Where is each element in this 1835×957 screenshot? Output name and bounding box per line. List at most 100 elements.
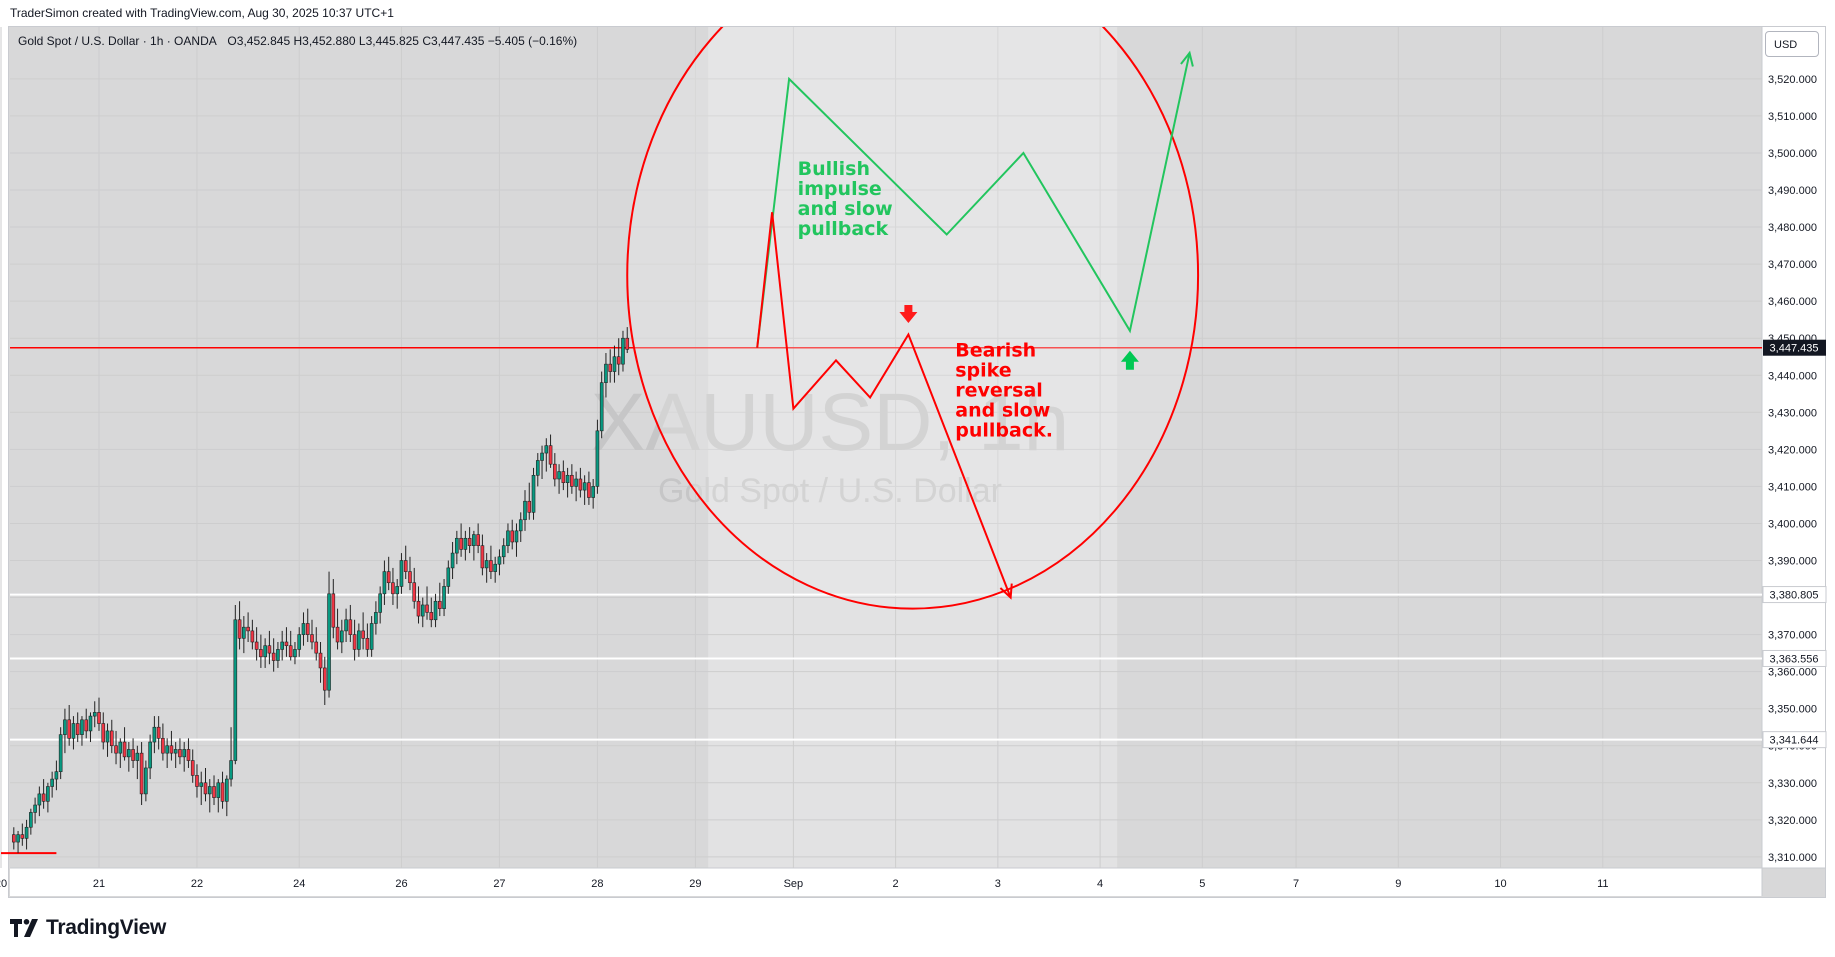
bearish-scenario-path[interactable] <box>756 212 1012 598</box>
candle-body <box>178 749 182 758</box>
candle-body <box>203 782 208 795</box>
symbol-name[interactable]: Gold Spot / U.S. Dollar · 1h · OANDA <box>18 34 217 48</box>
candle-body <box>374 612 378 624</box>
bearish-label-line: and slow <box>955 400 1050 422</box>
x-tick-label: 27 <box>493 878 505 890</box>
x-tick-label: 28 <box>591 878 603 890</box>
candle-body <box>582 482 587 491</box>
support-2-badge-label: 3,363.556 <box>1770 653 1819 665</box>
high-label: H <box>293 34 303 48</box>
candle-body <box>523 500 527 521</box>
candle-body <box>506 530 510 546</box>
candle-body <box>612 356 617 372</box>
candle-body <box>399 560 404 587</box>
price-levels <box>1 346 1762 855</box>
candle-body <box>527 500 532 513</box>
bullish-scenario-path[interactable] <box>756 52 1191 348</box>
candle-body <box>169 745 174 754</box>
y-tick-label: 3,400.000 <box>1768 518 1817 530</box>
chart-credit: TraderSimon created with TradingView.com… <box>10 6 394 20</box>
bullish-arrow-icon[interactable] <box>1120 350 1139 370</box>
axes: 3,310.0003,320.0003,330.0003,340.0003,35… <box>0 74 1827 890</box>
x-tick-label: 20 <box>0 878 7 890</box>
candle-body <box>114 745 118 754</box>
highlight-circle[interactable] <box>626 0 1199 610</box>
x-tick-label: 4 <box>1097 878 1103 890</box>
candle-body <box>625 337 630 350</box>
candle-body <box>67 719 71 739</box>
y-tick-label: 3,420.000 <box>1768 444 1817 456</box>
bullish-label[interactable]: Bullish impulse and slow pullback <box>798 158 893 240</box>
bearish-arrow-icon[interactable] <box>899 304 918 323</box>
candle-body <box>518 519 523 532</box>
candle-body <box>386 571 391 584</box>
candle-body <box>455 537 459 554</box>
candle-body <box>352 634 357 650</box>
candle-body <box>71 723 76 739</box>
high-value: 3,452.880 <box>302 34 356 48</box>
candle-body <box>58 734 63 772</box>
low-label: L <box>358 34 366 48</box>
candle-body <box>544 445 549 454</box>
candle-body <box>604 363 608 383</box>
drawings: Bullish impulse and slow pullback Bearish spi… <box>626 0 1199 610</box>
candle-body <box>12 834 16 843</box>
candle-body <box>131 749 135 761</box>
bullish-label-line: pullback <box>798 218 889 240</box>
candle-body <box>37 793 42 806</box>
candle-body <box>391 582 395 595</box>
currency-button[interactable]: USD <box>1765 31 1819 57</box>
y-tick-label: 3,490.000 <box>1768 185 1817 197</box>
price-axis-area[interactable] <box>1762 27 1825 868</box>
candle-body <box>84 719 89 732</box>
candle-body <box>314 641 319 654</box>
bearish-label-line: reversal <box>955 380 1043 402</box>
candle-body <box>331 593 336 628</box>
candle-body <box>250 630 255 643</box>
candle-body <box>472 534 476 546</box>
candle-body <box>463 537 468 550</box>
x-tick-label: 9 <box>1395 878 1401 890</box>
x-tick-label: 11 <box>1597 878 1608 890</box>
candle-body <box>305 623 310 635</box>
open-value: 3,452.845 <box>236 34 291 48</box>
highlight-region <box>708 27 1118 868</box>
symbol-info-bar[interactable]: Gold Spot / U.S. Dollar · 1h · OANDA O3,… <box>18 34 577 48</box>
x-tick-label: 29 <box>689 878 701 890</box>
candle-body <box>484 560 489 569</box>
tradingview-logo[interactable]: TradingView <box>10 915 166 941</box>
tradingview-wordmark: TradingView <box>46 916 167 939</box>
candle-body <box>335 626 340 643</box>
candle-body <box>535 460 540 476</box>
candle-body <box>420 604 425 617</box>
candle-body <box>80 719 84 735</box>
y-tick-label: 3,370.000 <box>1768 630 1817 642</box>
y-tick-label: 3,410.000 <box>1768 481 1817 493</box>
candle-body <box>403 560 408 572</box>
candle-body <box>280 641 284 650</box>
candle-body <box>416 600 421 617</box>
candle-body <box>616 356 621 365</box>
candle-body <box>233 619 238 761</box>
candle-body <box>365 637 370 650</box>
candle-body <box>599 382 604 432</box>
y-tick-label: 3,470.000 <box>1768 259 1817 271</box>
x-tick-label: 5 <box>1199 878 1205 890</box>
y-tick-label: 3,310.000 <box>1768 852 1817 864</box>
candle-body <box>293 649 297 658</box>
bearish-scenario-arrowhead <box>999 583 1013 600</box>
candle-body <box>63 719 67 735</box>
y-tick-label: 3,440.000 <box>1768 370 1817 382</box>
candle-body <box>195 775 199 787</box>
candle-body <box>271 652 276 661</box>
candle-body <box>92 712 97 717</box>
candle-body <box>310 634 314 643</box>
candle-body <box>437 600 442 609</box>
time-axis-area[interactable] <box>10 868 1762 896</box>
candle-body <box>267 645 272 654</box>
y-tick-label: 3,390.000 <box>1768 555 1817 567</box>
candle-body <box>433 600 438 621</box>
candle-body <box>348 619 353 635</box>
bearish-label[interactable]: Bearish spike reversal and slow pullback. <box>955 340 1053 442</box>
